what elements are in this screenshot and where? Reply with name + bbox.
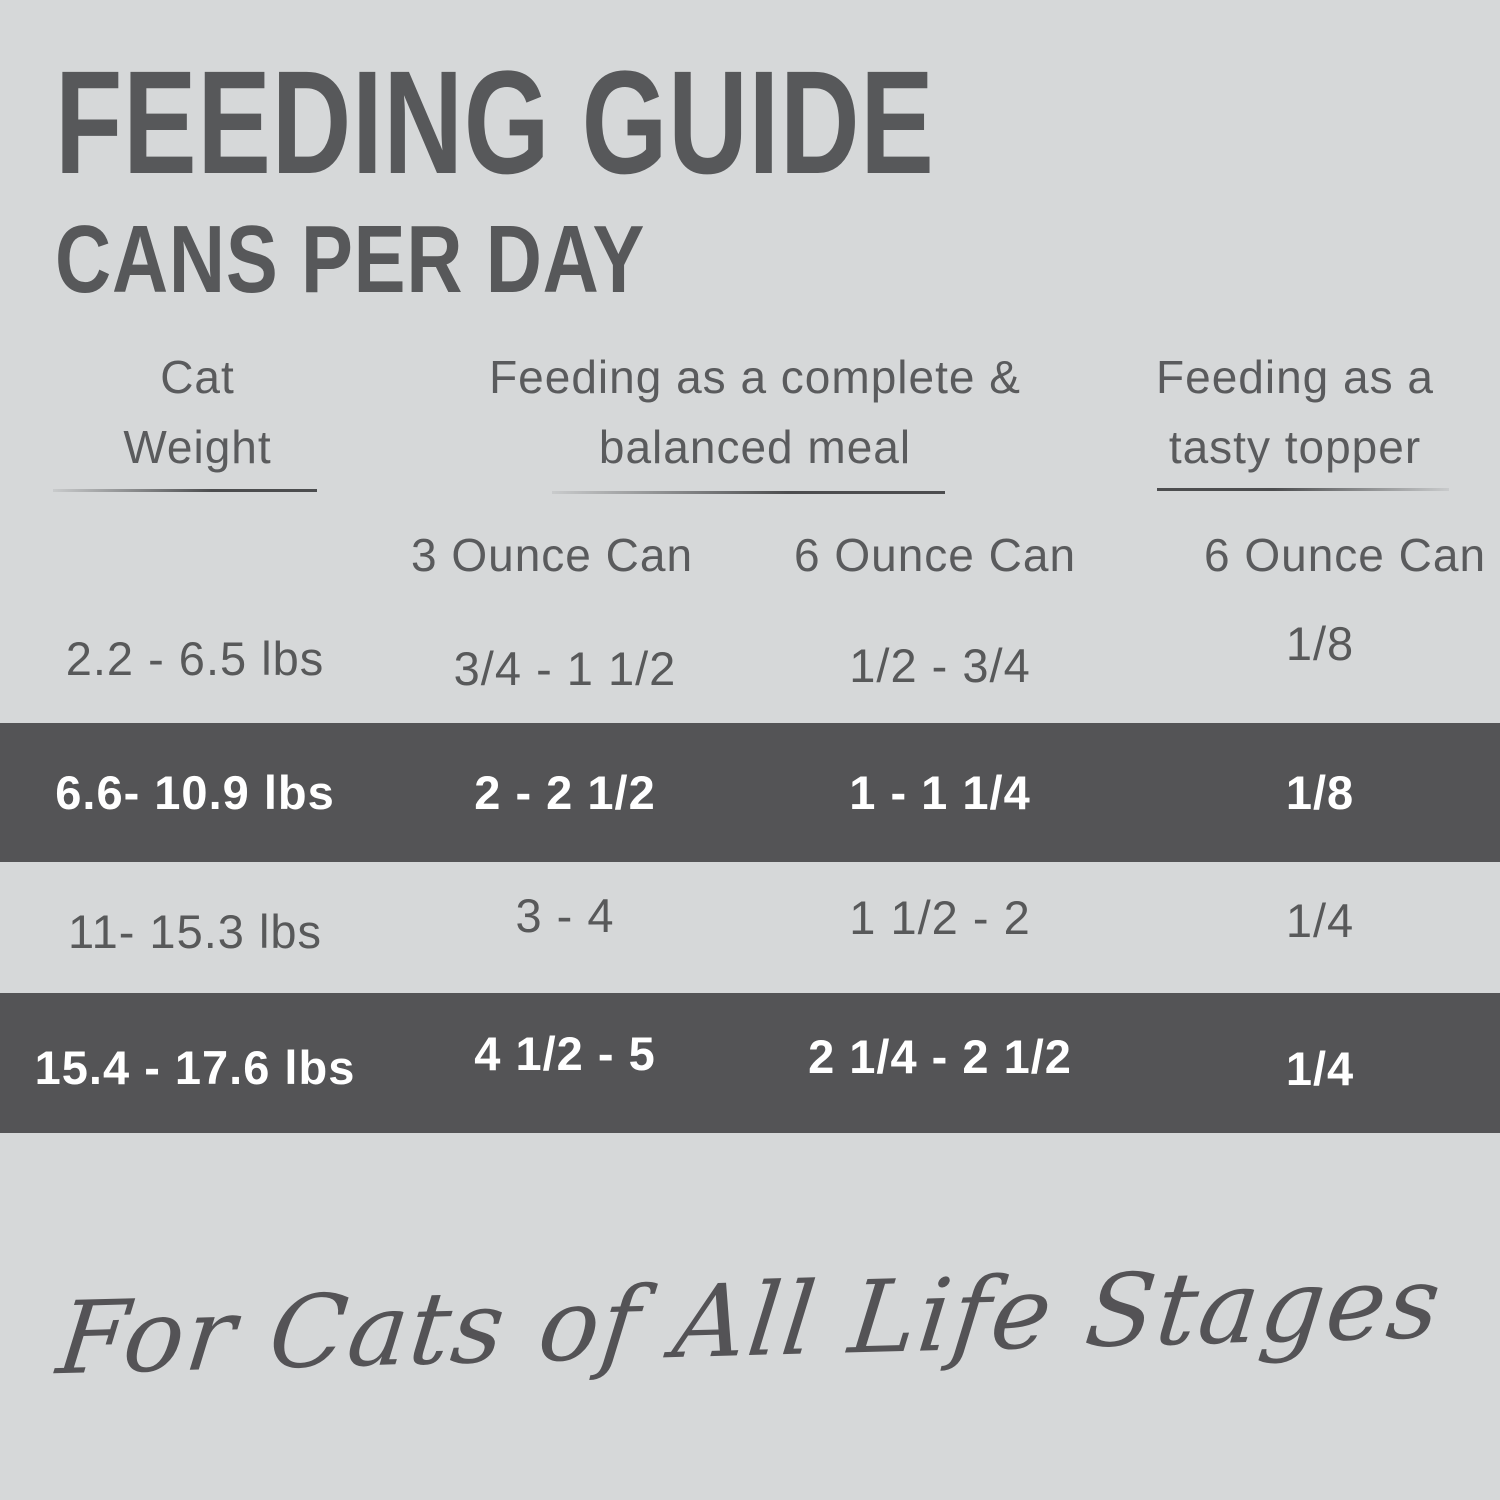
cat-weight-cell: 2.2 - 6.5 lbs <box>65 632 325 685</box>
complete-meal-header-line2: balanced meal <box>598 421 912 473</box>
meal-6oz-cell: 1 1/2 - 2 <box>849 891 1031 944</box>
meal-3oz-cell: 3/4 - 1 1/2 <box>453 642 677 695</box>
feeding-row-1: 2.2 - 6.5 lbs 3/4 - 1 1/2 1/2 - 3/4 1/8 <box>0 600 1500 723</box>
topper-6oz-cell: 1/4 <box>1285 1041 1355 1095</box>
cat-weight-cell: 15.4 - 17.6 lbs <box>34 1040 356 1094</box>
topper-6oz-cell: 1/4 <box>1285 894 1355 947</box>
feeding-row-3: 11- 15.3 lbs 3 - 4 1 1/2 - 2 1/4 <box>0 862 1500 993</box>
cat-weight-cell: 11- 15.3 lbs <box>67 905 323 958</box>
feeding-row-2: 6.6- 10.9 lbs 2 - 2 1/2 1 - 1 1/4 1/8 <box>0 723 1500 862</box>
tasty-topper-header-line2: tasty topper <box>1168 421 1422 473</box>
cat-weight-cell: 6.6- 10.9 lbs <box>55 766 335 819</box>
tasty-topper-column-header: Feeding as a tasty topper <box>1135 342 1455 482</box>
meal-6oz-cell: 1 - 1 1/4 <box>849 766 1031 819</box>
page-subtitle: CANS PER DAY <box>55 206 646 313</box>
topper-6oz-cell: 1/8 <box>1285 617 1355 670</box>
meal-6oz-cell: 1/2 - 3/4 <box>849 639 1031 692</box>
meal-6oz-can-subheader: 6 Ounce Can <box>793 529 1077 581</box>
tasty-topper-header-line1: Feeding as a <box>1156 351 1434 403</box>
meal-3oz-cell: 4 1/2 - 5 <box>474 1026 656 1080</box>
cat-weight-column-header: Cat Weight <box>40 342 355 482</box>
page-title: FEEDING GUIDE <box>55 41 935 205</box>
tasty-topper-header-underline <box>1157 488 1449 491</box>
complete-meal-header-underline <box>552 491 945 494</box>
feeding-row-4: 15.4 - 17.6 lbs 4 1/2 - 5 2 1/4 - 2 1/2 … <box>0 993 1500 1133</box>
cat-weight-header-line2: Weight <box>123 421 272 473</box>
meal-6oz-cell: 2 1/4 - 2 1/2 <box>808 1029 1072 1083</box>
cat-weight-header-line1: Cat <box>160 351 235 403</box>
complete-meal-column-header: Feeding as a complete & balanced meal <box>400 342 1110 482</box>
topper-6oz-cell: 1/8 <box>1285 766 1355 819</box>
complete-meal-header-line1: Feeding as a complete & <box>489 351 1021 403</box>
life-stages-tagline: For Cats of All Life Stages <box>51 1243 1449 1398</box>
topper-6oz-can-subheader: 6 Ounce Can <box>1203 529 1487 581</box>
meal-3oz-cell: 3 - 4 <box>515 889 615 942</box>
meal-3oz-cell: 2 - 2 1/2 <box>474 766 656 819</box>
meal-3oz-can-subheader: 3 Ounce Can <box>410 529 694 581</box>
cat-weight-header-underline <box>53 489 317 492</box>
